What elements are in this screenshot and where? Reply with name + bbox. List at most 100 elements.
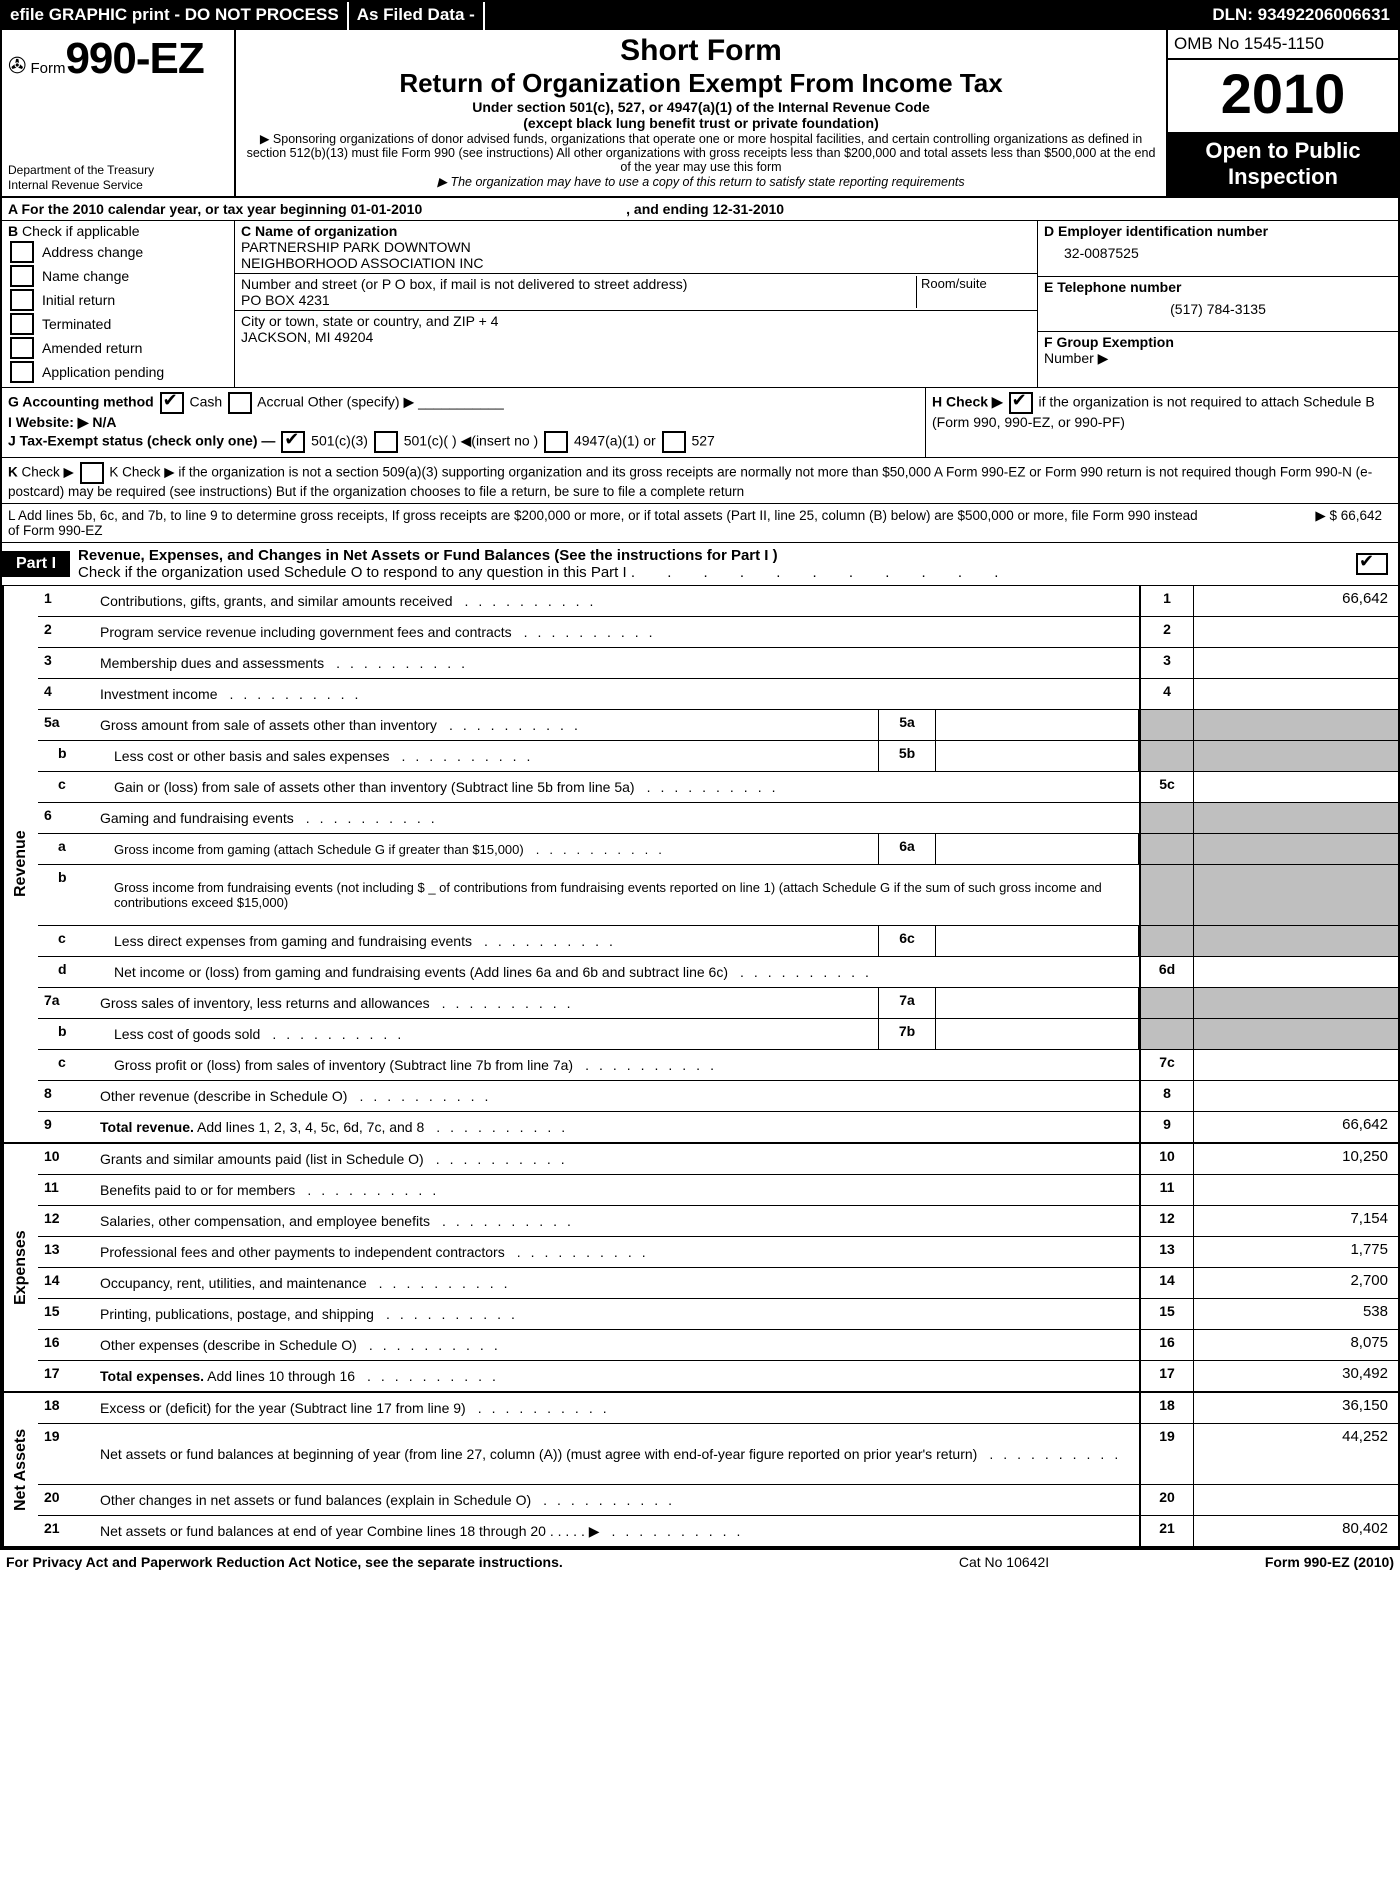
amount-cell: 80,402: [1193, 1516, 1398, 1546]
line-cell: 20: [1139, 1485, 1193, 1515]
check-amended[interactable]: Amended return: [8, 337, 228, 359]
line-number: 17: [38, 1361, 96, 1391]
row-g-j: G Accounting method Cash Accrual Other (…: [2, 388, 1398, 458]
amount-cell: 30,492: [1193, 1361, 1398, 1391]
omb-label: OMB No 1545-1150: [1168, 30, 1398, 60]
open-public: Open to Public: [1170, 138, 1396, 164]
sub-line-value: [936, 1019, 1139, 1049]
check-address[interactable]: Address change: [8, 241, 228, 263]
line-cell: 18: [1139, 1393, 1193, 1423]
table-row: dNet income or (loss) from gaming and fu…: [38, 957, 1398, 988]
note-k: K Check ▶ K Check ▶ if the organization …: [2, 458, 1398, 504]
ein-value: 32-0087525: [1044, 239, 1392, 261]
line-number: 19: [38, 1424, 96, 1484]
row-j: J Tax-Exempt status (check only one) — 5…: [8, 431, 919, 453]
header-mid: Short Form Return of Organization Exempt…: [236, 30, 1166, 196]
asfiled-label: As Filed Data -: [349, 2, 485, 30]
line-number: c: [38, 1050, 110, 1080]
d-label: D Employer identification number: [1044, 223, 1392, 239]
line-description: Net assets or fund balances at beginning…: [96, 1424, 1139, 1484]
section-label: Revenue: [2, 586, 38, 1142]
check-terminated[interactable]: Terminated: [8, 313, 228, 335]
table-row: 10Grants and similar amounts paid (list …: [38, 1144, 1398, 1175]
f-group: F Group Exemption Number ▶: [1038, 332, 1398, 387]
room-label: Room/suite: [916, 276, 1031, 308]
line-description: Printing, publications, postage, and shi…: [96, 1299, 1139, 1329]
line-cell: 16: [1139, 1330, 1193, 1360]
check-name[interactable]: Name change: [8, 265, 228, 287]
line-description: Gross profit or (loss) from sales of inv…: [110, 1050, 1139, 1080]
line-description: Less cost or other basis and sales expen…: [110, 741, 878, 771]
street-label: Number and street (or P O box, if mail i…: [241, 276, 916, 292]
amount-cell: 538: [1193, 1299, 1398, 1329]
line-cell-grey: [1139, 926, 1193, 956]
section-label: Expenses: [2, 1144, 38, 1391]
line-description: Excess or (deficit) for the year (Subtra…: [96, 1393, 1139, 1423]
line-cell: 10: [1139, 1144, 1193, 1174]
amount-cell: [1193, 617, 1398, 647]
header-right: OMB No 1545-1150 2010 Open to Public Ins…: [1166, 30, 1398, 196]
efile-icon: ✇: [8, 53, 26, 79]
table-row: bLess cost or other basis and sales expe…: [38, 741, 1398, 772]
line-description: Membership dues and assessments.........…: [96, 648, 1139, 678]
form-subtitle2: (except black lung benefit trust or priv…: [244, 115, 1158, 131]
amount-cell-grey: [1193, 988, 1398, 1018]
check-cash[interactable]: [160, 392, 184, 414]
line-cell: 5c: [1139, 772, 1193, 802]
part-check[interactable]: [1354, 553, 1398, 575]
amount-cell: 66,642: [1193, 1112, 1398, 1142]
check-k[interactable]: [80, 462, 104, 484]
check-h[interactable]: [1009, 392, 1033, 414]
topbar-fill: [485, 2, 1205, 30]
d-ein: D Employer identification number 32-0087…: [1038, 221, 1398, 277]
check-4947[interactable]: [544, 431, 568, 453]
short-form-label: Short Form: [244, 34, 1158, 68]
sections: Revenue1Contributions, gifts, grants, an…: [2, 586, 1398, 1548]
row-g: G Accounting method Cash Accrual Other (…: [8, 392, 919, 414]
line-number: 3: [38, 648, 96, 678]
tax-year: 2010: [1168, 60, 1398, 134]
amount-cell-grey: [1193, 865, 1398, 925]
table-row: 5aGross amount from sale of assets other…: [38, 710, 1398, 741]
footer: For Privacy Act and Paperwork Reduction …: [0, 1550, 1400, 1574]
table-row: 14Occupancy, rent, utilities, and mainte…: [38, 1268, 1398, 1299]
column-c: C Name of organization PARTNERSHIP PARK …: [235, 221, 1037, 387]
table-row: 21Net assets or fund balances at end of …: [38, 1516, 1398, 1546]
check-501c[interactable]: [374, 431, 398, 453]
header: ✇ Form990-EZ Department of the Treasury …: [2, 30, 1398, 198]
column-b: B Check if applicable Address change Nam…: [2, 221, 235, 387]
open-inspection: Open to Public Inspection: [1168, 134, 1398, 196]
row-h: H Check ▶ if the organization is not req…: [925, 388, 1398, 457]
line-cell: 15: [1139, 1299, 1193, 1329]
amount-cell: [1193, 772, 1398, 802]
line-cell-grey: [1139, 988, 1193, 1018]
line-number: d: [38, 957, 110, 987]
form-page: efile GRAPHIC print - DO NOT PROCESS As …: [0, 0, 1400, 1550]
section-label: Net Assets: [2, 1393, 38, 1546]
table-row: 2Program service revenue including gover…: [38, 617, 1398, 648]
check-pending[interactable]: Application pending: [8, 361, 228, 383]
sub-line-cell: 7a: [878, 988, 936, 1018]
check-527[interactable]: [662, 431, 686, 453]
line-description: Gross income from gaming (attach Schedul…: [110, 834, 878, 864]
table-row: 8Other revenue (describe in Schedule O).…: [38, 1081, 1398, 1112]
form-number: ✇ Form990-EZ: [8, 34, 228, 84]
table-row: 6Gaming and fundraising events..........: [38, 803, 1398, 834]
sub-line-cell: 5b: [878, 741, 936, 771]
efile-label: efile GRAPHIC print - DO NOT PROCESS: [2, 2, 349, 30]
sub-line-value: [936, 710, 1139, 740]
line-description: Grants and similar amounts paid (list in…: [96, 1144, 1139, 1174]
city-label: City or town, state or country, and ZIP …: [241, 313, 1031, 329]
c-name: C Name of organization PARTNERSHIP PARK …: [235, 221, 1037, 274]
check-501c3[interactable]: [281, 431, 305, 453]
table-row: 12Salaries, other compensation, and empl…: [38, 1206, 1398, 1237]
line-number: 15: [38, 1299, 96, 1329]
check-accrual[interactable]: [228, 392, 252, 414]
note-l: L Add lines 5b, 6c, and 7b, to line 9 to…: [2, 504, 1398, 543]
line-number: 18: [38, 1393, 96, 1423]
form-note1: ▶ Sponsoring organizations of donor advi…: [244, 131, 1158, 174]
inspection: Inspection: [1170, 164, 1396, 190]
line-number: 9: [38, 1112, 96, 1142]
check-initial[interactable]: Initial return: [8, 289, 228, 311]
sub-line-cell: 6a: [878, 834, 936, 864]
